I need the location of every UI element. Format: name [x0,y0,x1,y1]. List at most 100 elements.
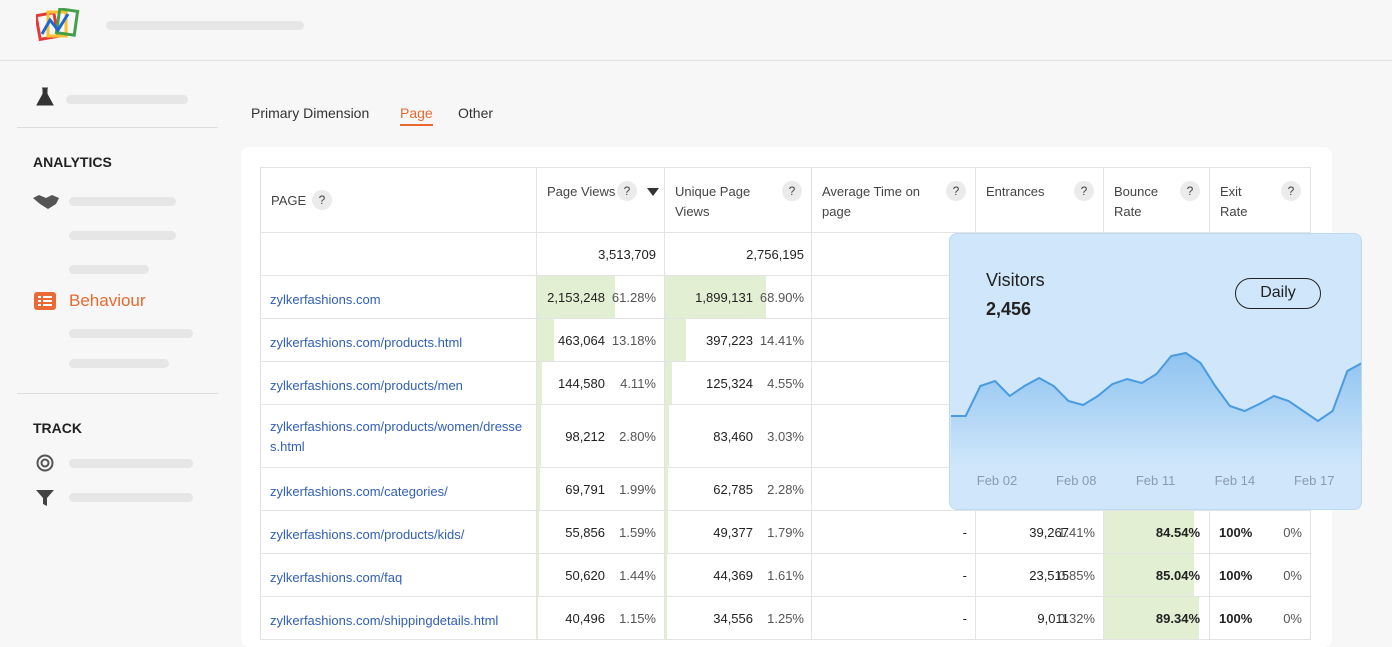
header-cell: Unique Page Views? [665,167,812,233]
table-cell: 2,153,248 61.28% [537,276,665,319]
entrances: 9,011 [1037,610,1069,626]
page-views-share: 1.59% [619,524,656,540]
table-cell: zylkerfashions.com/products/women/dresse… [260,405,537,468]
page-link[interactable]: zylkerfashions.com/products.html [270,335,463,350]
header-label: Average Time on page [822,184,921,219]
unique-page-views-share: 2.28% [767,481,804,497]
unique-page-views: 49,377 [713,524,753,540]
share-bar [537,554,539,596]
total-cell [665,233,812,276]
tab[interactable]: Other [458,105,494,121]
daily-button[interactable]: Daily [1235,278,1321,309]
share-bar [665,468,669,510]
share-bar [537,362,543,404]
avg-time: - [962,610,967,626]
target-icon[interactable] [36,454,54,472]
logo[interactable] [36,8,80,44]
page-views-share: 2.80% [619,428,656,444]
sort-arrow[interactable] [647,188,659,196]
x-tick-label: Feb 08 [1056,473,1096,488]
table-cell [812,319,976,362]
header-label: PAGE [271,193,307,208]
table-cell: 34,556 1.25% [665,597,812,640]
unique-page-views-share: 68.90% [759,289,804,305]
help-icon[interactable]: ? [946,181,966,201]
page-views-share: 61.28% [611,289,656,305]
help-icon[interactable]: ? [617,181,637,201]
table-cell: 89.34% [1104,597,1210,640]
table-cell: zylkerfashions.com/categories/ [260,468,537,511]
page-link[interactable]: zylkerfashions.com/products/women/dresse… [270,419,523,454]
avg-time: - [962,567,967,583]
page-views: 69,791 [565,481,605,497]
top-bar [0,0,1392,61]
header-cell: Entrances? [976,167,1104,233]
tab[interactable]: Primary Dimension [251,105,370,121]
visitors-chart: Feb 02 Feb 08 Feb 11 Feb 14 Feb 17 [951,351,1361,488]
table-cell: 40,496 1.15% [537,597,665,640]
help-icon[interactable]: ? [782,181,802,201]
visitors-popup: Visitors 2,456 Daily Feb 02 Feb 08 Feb 11 F… [949,233,1362,510]
table-cell: 125,324 4.55% [665,362,812,405]
page-views: 144,580 [558,375,605,391]
share-bar [1104,597,1199,639]
page-link[interactable]: zylkerfashions.com/products/men [270,378,463,393]
table-cell: zylkerfashions.com/shippingdetails.html [260,597,537,640]
unique-page-views: 34,556 [713,610,753,626]
entrances-share: 1.41% [1058,524,1095,540]
behaviour-icon[interactable] [34,292,56,310]
header-label: Unique Page Views [675,184,751,219]
table-cell [812,405,976,468]
page-views: 55,856 [565,524,605,540]
header-cell: Page Views? [537,167,665,233]
table-cell: 100% 0% [1210,597,1311,640]
unique-page-views: 62,785 [713,481,753,497]
x-tick-label: Feb 17 [1294,473,1334,488]
table-cell: zylkerfashions.com [260,276,537,319]
unique-page-views-share: 3.03% [767,428,804,444]
page-link[interactable]: zylkerfashions.com/faq [270,570,403,585]
header-label: Bounce Rate [1114,184,1159,219]
share-bar [537,511,540,553]
table-cell: zylkerfashions.com/products/men [260,362,537,405]
section-title: TRACK [33,420,82,436]
lab-icon[interactable] [36,87,54,107]
bounce-rate: 85.04% [1155,567,1200,583]
share-bar [665,597,667,639]
help-icon[interactable]: ? [1180,181,1200,201]
page-link[interactable]: zylkerfashions.com [270,292,381,307]
table-cell: 1,899,131 68.90% [665,276,812,319]
header-cell: Average Time on page? [812,167,976,233]
unique-page-views: 125,324 [706,375,753,391]
page-views: 40,496 [565,610,605,626]
page-views-share: 1.15% [619,610,656,626]
total-cell [260,233,537,276]
share-bar [537,319,554,361]
share-bar [1104,554,1195,596]
page-link[interactable]: zylkerfashions.com/shippingdetails.html [270,613,499,628]
page-link[interactable]: zylkerfashions.com/categories/ [270,484,448,499]
table-cell: zylkerfashions.com/products/kids/ [260,511,537,554]
help-icon[interactable]: ? [312,190,332,210]
table-cell: - [812,511,976,554]
exit-share: 0% [1283,610,1302,626]
exit-rate: 100% [1219,567,1253,583]
entrances: 39,267 [1029,524,1069,540]
handshake-icon[interactable] [32,194,60,210]
table-cell: 23,515 0.85% [976,554,1104,597]
page-link[interactable]: zylkerfashions.com/products/kids/ [270,527,465,542]
table-cell: 62,785 2.28% [665,468,812,511]
x-tick-label: Feb 11 [1136,473,1176,488]
header-cell: PAGE? [260,167,537,233]
help-icon[interactable]: ? [1074,181,1094,201]
table-cell: 39,267 1.41% [976,511,1104,554]
table-cell: - [812,597,976,640]
page-views: 98,212 [565,428,605,444]
tab-active[interactable]: Page [400,105,433,126]
unique-page-views-share: 1.79% [767,524,804,540]
nav-item-active[interactable]: Behaviour [69,291,146,310]
help-icon[interactable]: ? [1281,181,1301,201]
funnel-icon[interactable] [36,489,54,507]
share-bar [537,405,541,467]
table-cell: 55,856 1.59% [537,511,665,554]
